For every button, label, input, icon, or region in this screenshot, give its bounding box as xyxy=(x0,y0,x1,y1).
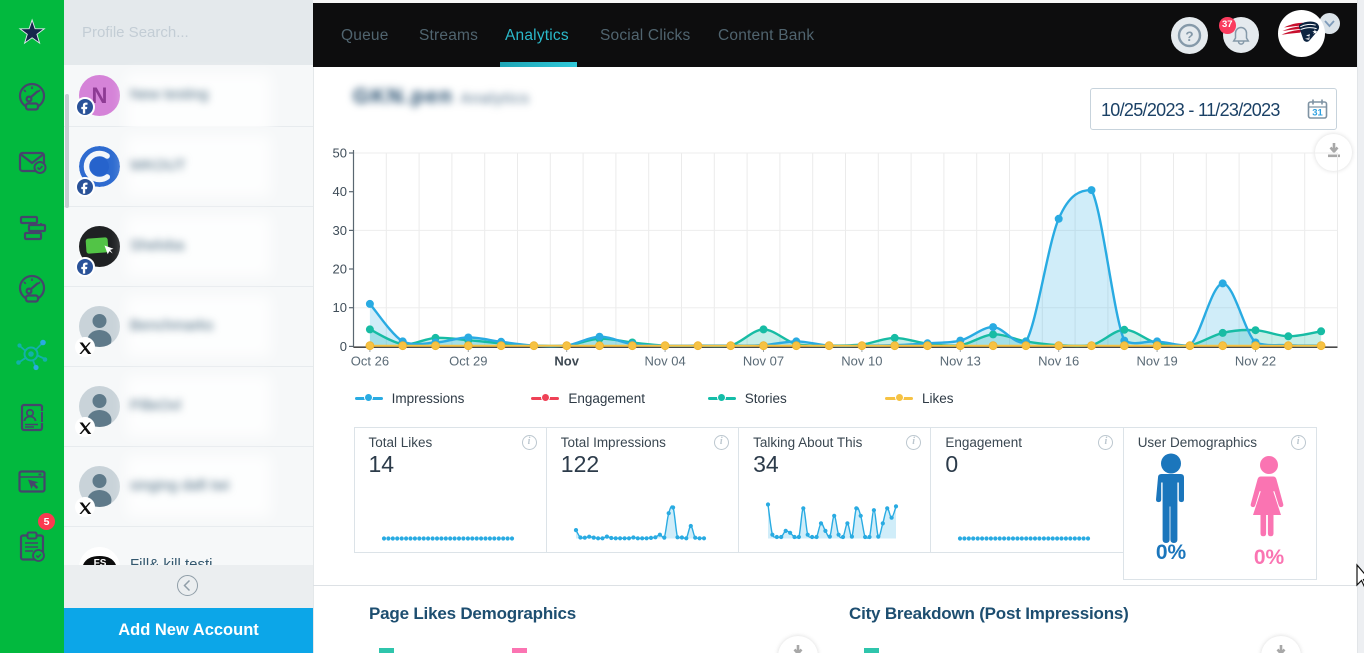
svg-text:10: 10 xyxy=(333,300,347,315)
svg-text:0: 0 xyxy=(340,339,347,354)
svg-text:31: 31 xyxy=(1312,108,1323,119)
svg-text:Oct 26: Oct 26 xyxy=(351,353,389,368)
svg-text:Nov 13: Nov 13 xyxy=(940,353,981,368)
svg-text:Nov 10: Nov 10 xyxy=(841,353,882,368)
svg-text:Nov 07: Nov 07 xyxy=(743,353,784,368)
svg-text:0%: 0% xyxy=(1254,546,1285,569)
svg-text:30: 30 xyxy=(333,223,347,238)
svg-text:Nov 22: Nov 22 xyxy=(1235,353,1276,368)
svg-text:Oct 29: Oct 29 xyxy=(449,353,487,368)
svg-text:0%: 0% xyxy=(1156,541,1187,564)
svg-text:Nov 16: Nov 16 xyxy=(1038,353,1079,368)
svg-text:?: ? xyxy=(1185,29,1193,44)
svg-text:Nov: Nov xyxy=(554,353,579,368)
svg-text:40: 40 xyxy=(333,184,347,199)
svg-text:50: 50 xyxy=(333,146,347,161)
svg-text:20: 20 xyxy=(333,262,347,277)
svg-text:Nov 04: Nov 04 xyxy=(644,353,685,368)
svg-text:★: ★ xyxy=(1312,28,1318,36)
svg-text:FS: FS xyxy=(94,558,107,569)
svg-text:Nov 19: Nov 19 xyxy=(1136,353,1177,368)
